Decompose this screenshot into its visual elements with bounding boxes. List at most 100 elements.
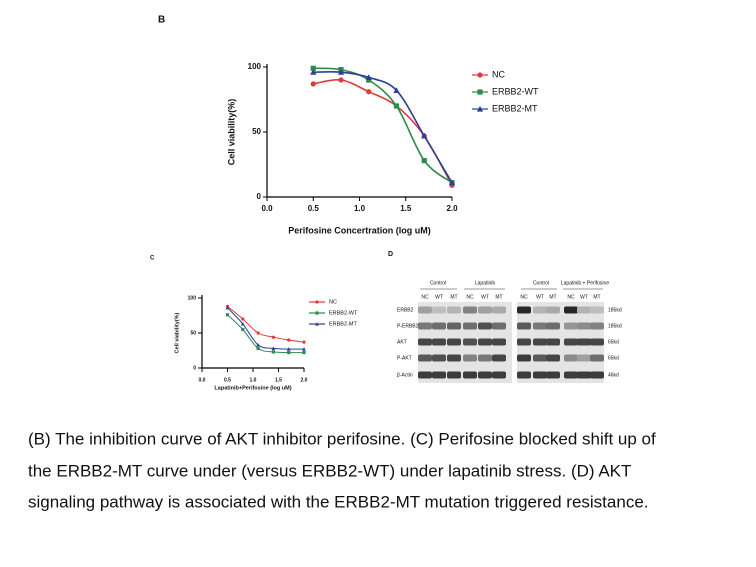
- blot-band: [577, 354, 591, 362]
- blot-band: [533, 306, 547, 314]
- blot-band: [546, 354, 560, 362]
- blot-row-label: P-AKT: [397, 355, 412, 361]
- y-tick-label: 100: [188, 295, 197, 301]
- x-tick-label: 0.0: [199, 377, 206, 383]
- marker: [302, 340, 306, 344]
- blot-band: [577, 322, 591, 330]
- blot-lane-label: MT: [450, 294, 457, 300]
- curve: [313, 78, 453, 186]
- marker: [421, 132, 428, 139]
- curve: [227, 306, 305, 343]
- marker: [271, 350, 275, 354]
- legend-label: ERBB2-MT: [492, 103, 538, 113]
- blot-band: [533, 354, 547, 362]
- blot-band: [478, 354, 492, 362]
- marker: [315, 322, 319, 326]
- blot-band: [546, 338, 560, 346]
- y-axis-label: Cell viability(%): [174, 313, 180, 354]
- blot-band: [517, 354, 531, 362]
- marker: [448, 179, 456, 186]
- blot-size-label: 185kd: [608, 307, 622, 313]
- marker: [241, 317, 245, 321]
- blot-size-label: 65kd: [608, 339, 619, 345]
- marker: [271, 335, 275, 339]
- blot-band: [564, 306, 578, 314]
- blot-band: [492, 338, 506, 346]
- marker: [393, 87, 400, 93]
- blot-row-label: P-ERBB2: [397, 323, 419, 329]
- blot-band: [517, 306, 531, 314]
- x-tick-label: 0.5: [308, 204, 320, 213]
- x-tick-label: 1.5: [275, 377, 282, 383]
- marker: [337, 69, 345, 75]
- marker: [310, 69, 317, 75]
- marker: [302, 351, 306, 355]
- blot-band: [447, 306, 461, 314]
- blot-group-label: Lapatinib + Perifosine: [561, 280, 609, 286]
- blot-band: [463, 306, 477, 314]
- blot-band: [478, 306, 492, 314]
- blot-band: [492, 306, 506, 314]
- panel-label: B: [158, 15, 165, 26]
- x-tick-label: 2.0: [301, 377, 308, 383]
- marker: [240, 321, 245, 326]
- blot-band: [432, 338, 446, 346]
- y-tick-label: 0: [193, 365, 196, 371]
- blot-band: [517, 322, 531, 330]
- blot-row-label: ERBB2: [397, 307, 414, 313]
- marker: [256, 331, 260, 335]
- blot-band: [432, 354, 446, 362]
- blot-band: [546, 306, 560, 314]
- blot-band: [492, 354, 506, 362]
- legend-label: NC: [492, 69, 505, 79]
- blot-band: [577, 338, 591, 346]
- legend-label: ERBB2-WT: [329, 310, 358, 316]
- curve: [313, 67, 453, 184]
- blot-band: [546, 322, 560, 330]
- blot-band: [447, 338, 461, 346]
- blot-size-label: 46kd: [608, 372, 619, 378]
- panel-label: C: [150, 256, 155, 262]
- caption-line: signaling pathway is associated with the…: [28, 492, 649, 511]
- marker: [287, 338, 291, 342]
- blot-band: [590, 371, 604, 379]
- blot-band: [564, 338, 578, 346]
- legend-label: NC: [329, 299, 337, 305]
- marker: [256, 342, 261, 347]
- blot-band: [577, 371, 591, 379]
- blot-band: [418, 338, 432, 346]
- blot-lane-label: NC: [466, 294, 474, 300]
- blot-band: [463, 354, 477, 362]
- legend-label: ERBB2-WT: [492, 86, 539, 96]
- y-tick-label: 50: [190, 330, 196, 336]
- blot-band: [418, 306, 432, 314]
- blot-size-label: 65kd: [608, 355, 619, 361]
- marker: [315, 311, 319, 315]
- blot-band: [564, 354, 578, 362]
- blot-group-label: Control: [430, 280, 446, 286]
- blot-lane-label: WT: [435, 294, 443, 300]
- marker: [477, 72, 483, 78]
- x-axis-label: Lapatinib+Perifosine (log uM): [214, 385, 291, 391]
- blot-band: [546, 371, 560, 379]
- blot-band: [564, 371, 578, 379]
- legend-label: ERBB2-MT: [329, 321, 357, 327]
- blot-lane-label: NC: [421, 294, 429, 300]
- blot-band: [432, 306, 446, 314]
- blot-band: [577, 306, 591, 314]
- blot-band: [478, 371, 492, 379]
- marker: [241, 327, 245, 332]
- marker: [225, 313, 230, 317]
- blot-band: [432, 371, 446, 379]
- x-tick-label: 2.0: [446, 204, 458, 213]
- y-axis-label: Cell viability(%): [226, 99, 236, 166]
- curve: [227, 314, 305, 354]
- blot-group-label: Control: [533, 280, 549, 286]
- caption-line: the ERBB2-MT curve under (versus ERBB2-W…: [28, 461, 631, 480]
- y-tick-label: 0: [257, 192, 262, 201]
- x-tick-label: 0.5: [224, 377, 231, 383]
- marker: [476, 105, 484, 112]
- marker: [286, 347, 291, 351]
- x-axis-label: Perifosine Concertration (log uM): [288, 225, 431, 235]
